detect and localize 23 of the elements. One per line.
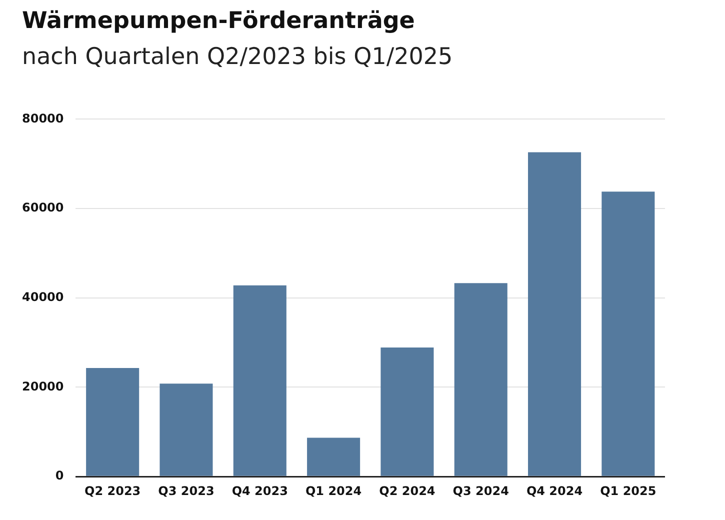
chart-title: Wärmepumpen-Förderanträge <box>22 8 415 34</box>
bar <box>454 283 508 476</box>
x-tick-label: Q3 2023 <box>158 484 214 498</box>
bar <box>86 368 140 476</box>
bar <box>528 152 582 476</box>
y-tick-label: 20000 <box>22 379 64 394</box>
y-tick-label: 80000 <box>22 111 64 126</box>
y-tick-label: 60000 <box>22 200 64 215</box>
x-tick-label: Q2 2023 <box>84 484 141 498</box>
x-tick-label: Q3 2024 <box>452 484 509 498</box>
bar <box>233 285 286 476</box>
x-tick-label: Q4 2023 <box>232 484 288 498</box>
x-tick-label: Q2 2024 <box>379 484 436 498</box>
chart-subtitle: nach Quartalen Q2/2023 bis Q1/2025 <box>22 44 453 70</box>
x-tick-label: Q4 2024 <box>526 484 583 498</box>
y-tick-label: 40000 <box>22 290 64 304</box>
bar <box>380 347 434 476</box>
bar <box>602 192 655 476</box>
x-tick-label: Q1 2024 <box>305 484 362 498</box>
x-tick-label: Q1 2025 <box>600 484 656 498</box>
bar <box>160 384 213 476</box>
bar <box>307 438 360 476</box>
y-tick-label: 0 <box>55 468 64 483</box>
